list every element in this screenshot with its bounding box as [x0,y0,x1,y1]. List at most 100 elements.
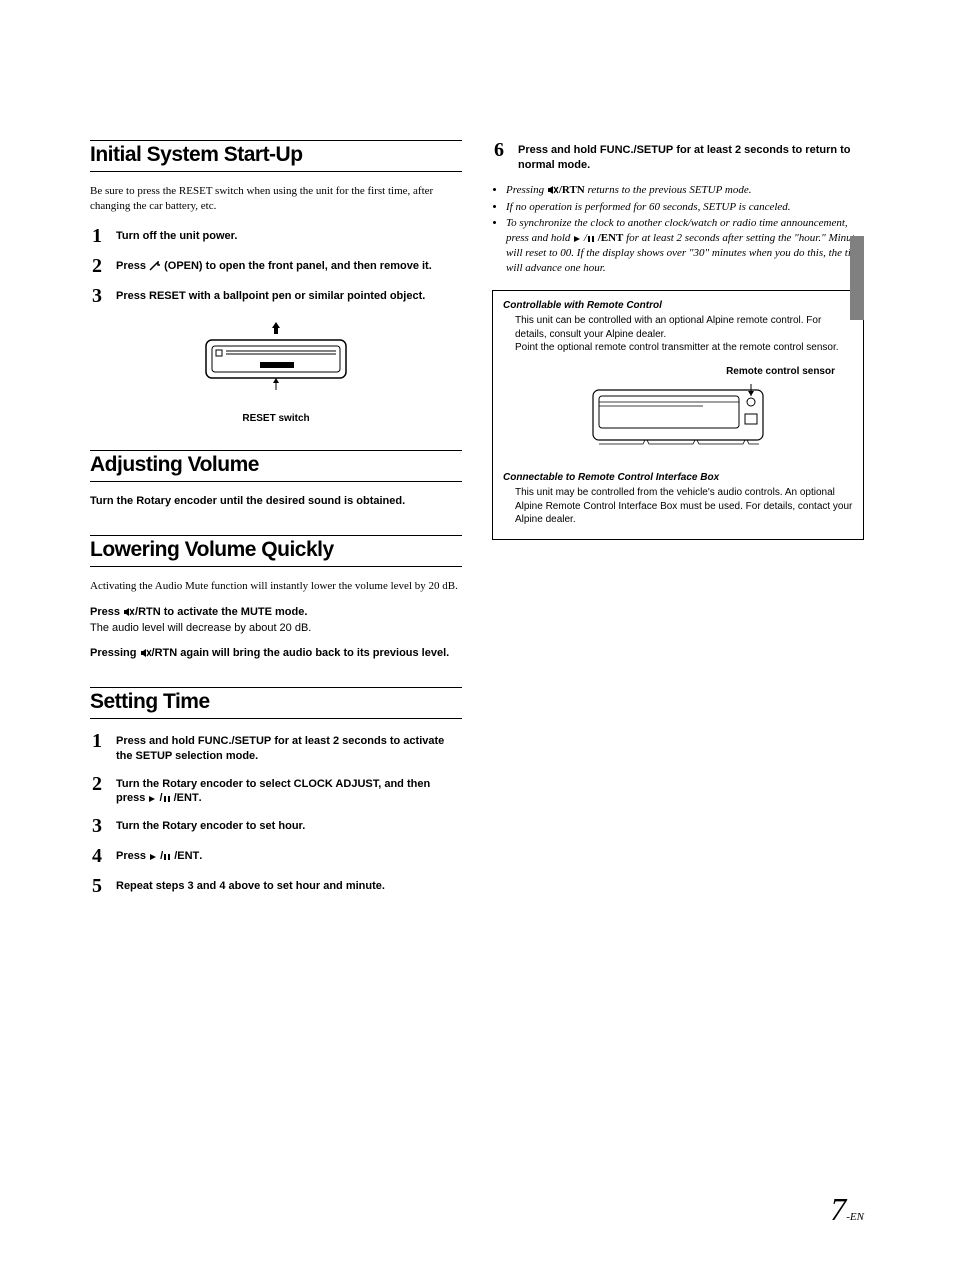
text: Press [90,606,123,618]
step-item: 3 Turn the Rotary encoder to set hour. [90,816,462,836]
text: to activate the MUTE mode. [161,606,308,618]
text: to set hour. [243,820,305,832]
notes-list: Pressing /RTN returns to the previous SE… [492,183,864,276]
control-label: Rotary encoder [162,778,243,790]
pause-icon [163,853,171,861]
text: . [199,850,202,862]
section-title: Lowering Volume Quickly [90,536,462,567]
figure-label: RESET switch [90,413,462,424]
note-item: If no operation is performed for 60 seco… [506,200,864,215]
step-number: 4 [90,846,104,866]
step-item: 4 Press / /ENT. [90,846,462,866]
step-number: 1 [90,731,104,751]
text: Turn the [116,778,162,790]
step-number: 2 [90,256,104,276]
button-label: RESET [149,290,186,302]
step-body: Repeat steps 3 and 4 above to set hour a… [116,876,462,894]
info-title: Controllable with Remote Control [503,299,853,313]
play-icon [148,795,156,803]
step-number: 1 [90,226,104,246]
open-angle-icon [149,261,161,271]
note-item: To synchronize the clock to another cloc… [506,216,864,275]
control-label: Rotary encoder [162,820,243,832]
intro-text: Be sure to press the RESET switch when u… [90,184,462,214]
step-item: 2 Press (OPEN) to open the front panel, … [90,256,462,276]
step-item: 5 Repeat steps 3 and 4 above to set hour… [90,876,462,896]
step-number: 3 [90,816,104,836]
button-label: FUNC./SETUP [600,144,673,156]
button-label: (OPEN) [164,260,203,272]
button-label: /ENT [598,232,624,244]
figure-label: Remote control sensor [503,365,835,379]
play-icon [573,235,581,243]
text: Pressing [506,184,547,196]
step-body: Press and hold FUNC./SETUP for at least … [116,731,462,764]
left-column: Initial System Start-Up Be sure to press… [90,140,462,906]
step-item: 1 Press and hold FUNC./SETUP for at leas… [90,731,462,764]
step-number: 2 [90,774,104,794]
step-body: Turn off the unit power. [116,226,462,244]
page-number: 7-EN [830,1191,864,1228]
step-number: 5 [90,876,104,896]
step-item: 6 Press and hold FUNC./SETUP for at leas… [492,140,864,173]
page-number-value: 7 [830,1191,846,1227]
text: . [199,792,202,804]
text: Pressing [90,647,140,659]
text: again will bring the audio back to its p… [177,647,449,659]
mute-icon [123,607,135,617]
instruction-line: Pressing /RTN again will bring the audio… [90,646,462,661]
info-title: Connectable to Remote Control Interface … [503,471,853,485]
step-item: 3 Press RESET with a ballpoint pen or si… [90,286,462,306]
pause-icon [163,795,171,803]
section-adjusting-volume: Adjusting Volume [90,450,462,482]
text: Press and hold [518,144,600,156]
text: Turn the [90,495,136,507]
step-number: 3 [90,286,104,306]
two-column-layout: Initial System Start-Up Be sure to press… [90,140,864,906]
step-body: Press and hold FUNC./SETUP for at least … [518,140,864,173]
button-label: /RTN [152,647,178,659]
reset-figure: RESET switch [90,320,462,424]
section-initial-startup: Initial System Start-Up [90,140,462,172]
text: returns to the previous SETUP mode. [585,184,752,196]
step-body: Press (OPEN) to open the front panel, an… [116,256,462,274]
page-number-suffix: -EN [846,1211,864,1223]
remote-control-info-box: Controllable with Remote Control This un… [492,290,864,540]
info-body: This unit may be controlled from the veh… [503,486,853,527]
step-text: to open the front panel, and then remove… [203,260,432,272]
text: Press [116,850,149,862]
section-setting-time: Setting Time [90,687,462,719]
step-number: 6 [492,140,506,160]
instruction-line: Turn the Rotary encoder until the desire… [90,494,462,509]
note-item: Pressing /RTN returns to the previous SE… [506,183,864,198]
right-column: 6 Press and hold FUNC./SETUP for at leas… [492,140,864,906]
step-text: with a ballpoint pen or similar pointed … [186,290,426,302]
step-item: 1 Turn off the unit power. [90,226,462,246]
button-label: FUNC./SETUP [198,735,271,747]
play-icon [149,853,157,861]
button-label: /ENT [174,792,199,804]
text: Turn the [116,820,162,832]
text: Press and hold [116,735,198,747]
instruction-line: Press /RTN to activate the MUTE mode. [90,605,462,620]
button-label: /RTN [135,606,161,618]
section-title: Setting Time [90,688,462,719]
step-body: Press / /ENT. [116,846,462,864]
step-text: Press [116,290,149,302]
intro-text: Activating the Audio Mute function will … [90,579,462,594]
step-item: 2 Turn the Rotary encoder to select CLOC… [90,774,462,807]
mute-icon [140,648,152,658]
side-tab [850,236,864,320]
remote-sensor-diagram [503,382,853,459]
section-title: Initial System Start-Up [90,141,462,172]
control-label: Rotary encoder [136,495,217,507]
button-label: /ENT [174,850,199,862]
pause-icon [587,235,595,243]
section-title: Adjusting Volume [90,451,462,482]
step-text: Press [116,260,149,272]
sub-text: The audio level will decrease by about 2… [90,621,462,636]
front-panel-diagram [186,320,366,400]
button-label: /RTN [559,184,585,196]
info-body: This unit can be controlled with an opti… [503,314,853,355]
text: until the desired sound is obtained. [217,495,405,507]
